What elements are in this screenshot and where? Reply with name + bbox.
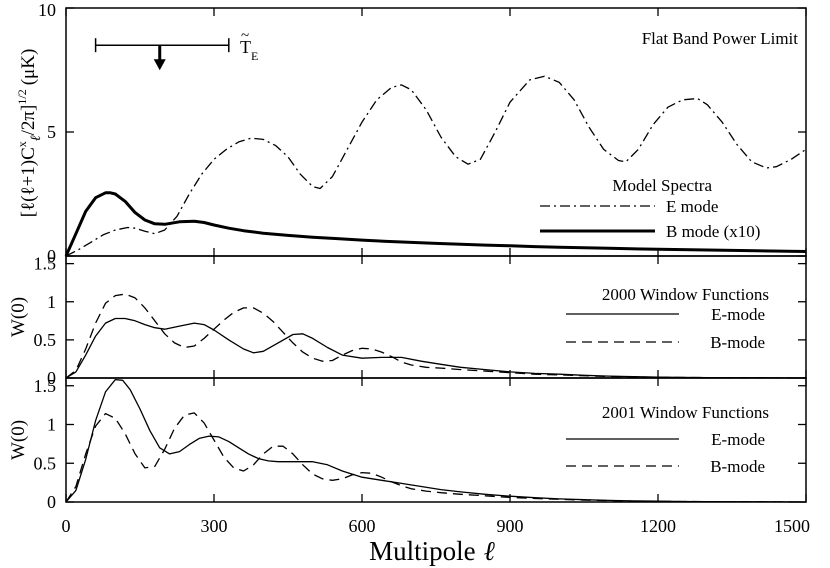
- y-tick-label-bottom-3: 1.5: [34, 376, 57, 396]
- x-tick-label-4: 1200: [640, 516, 676, 536]
- legend-label-2001-b-mode: B-mode: [710, 457, 765, 476]
- y-tick-label-bottom-2: 1: [47, 415, 56, 435]
- panel-middle-frame: [65, 255, 807, 379]
- y-axis-title-window-2001: W(0): [8, 420, 29, 460]
- panel-2000-window-functions: 0 0.5 1 1.5 2000 Window Functions E-mode B-…: [34, 254, 807, 388]
- panel-model-spectra: 0 5 10 Flat Band Power Limit TE ~ Model Sp…: [38, 0, 807, 266]
- limit-label: TE: [240, 37, 258, 63]
- flat-band-limit-marker: TE ~: [94, 28, 258, 71]
- legend-title-2000: 2000 Window Functions: [602, 285, 769, 304]
- legend-label-b-mode: B mode (x10): [666, 222, 760, 241]
- series-middle-b-mode: [65, 293, 807, 379]
- panel-bottom-series: [65, 378, 807, 503]
- x-tick-label-0: 0: [62, 516, 71, 536]
- y-tick-label-top-2: 10: [38, 0, 56, 20]
- legend-label-2000-e-mode: E-mode: [711, 305, 765, 324]
- legend-label-2000-b-mode: B-mode: [710, 333, 765, 352]
- series-top-b-mode-x10: [64, 191, 807, 257]
- y-tick-label-middle-0: 0: [47, 368, 56, 388]
- legend-label-e-mode: E mode: [666, 197, 718, 216]
- series-top-e-mode: [65, 75, 807, 257]
- panel-2001-window-functions: 0 0.5 1 1.5 0 300 600 900 1200 1500 2001 Window F…: [34, 376, 811, 536]
- y-axis-title-spectra: [ℓ(ℓ+1)Cxℓ/2π]1/2(μK): [15, 49, 44, 218]
- panel-top-ticks: 0 5 10: [38, 0, 807, 266]
- series-bottom-b-mode: [65, 412, 807, 503]
- panel-top-series: [64, 75, 807, 257]
- panel-bottom-frame: [65, 377, 807, 503]
- y-tick-label-top-0: 0: [47, 246, 56, 266]
- legend-title-2001: 2001 Window Functions: [602, 403, 769, 422]
- legend-label-2001-e-mode: E-mode: [711, 430, 765, 449]
- limit-label-tilde: ~: [241, 28, 249, 44]
- y-tick-label-bottom-1: 0.5: [34, 453, 57, 473]
- panel-middle-series: [65, 293, 807, 379]
- series-bottom-e-mode: [65, 378, 807, 503]
- y-tick-label-top-1: 5: [47, 122, 56, 142]
- x-tick-label-2: 600: [349, 516, 376, 536]
- down-arrow-icon: [153, 59, 166, 71]
- panel-bottom-ticks: 0 0.5 1 1.5 0 300 600 900 1200 1500: [34, 376, 811, 536]
- x-axis-title: Multipole ℓ: [369, 536, 496, 566]
- x-tick-label-3: 900: [497, 516, 524, 536]
- series-middle-e-mode: [65, 317, 807, 379]
- x-tick-label-5: 1500: [774, 516, 810, 536]
- y-tick-label-middle-2: 1: [47, 292, 56, 312]
- top-panel-title: Flat Band Power Limit: [642, 29, 799, 48]
- x-tick-label-1: 300: [201, 516, 228, 536]
- y-tick-label-middle-1: 0.5: [34, 330, 57, 350]
- legend-title-model-spectra: Model Spectra: [612, 176, 712, 195]
- panel-middle-ticks: 0 0.5 1 1.5: [34, 254, 807, 388]
- y-tick-label-middle-3: 1.5: [34, 254, 57, 274]
- y-tick-label-bottom-0: 0: [47, 492, 56, 512]
- y-axis-title-window-2000: W(0): [8, 297, 29, 337]
